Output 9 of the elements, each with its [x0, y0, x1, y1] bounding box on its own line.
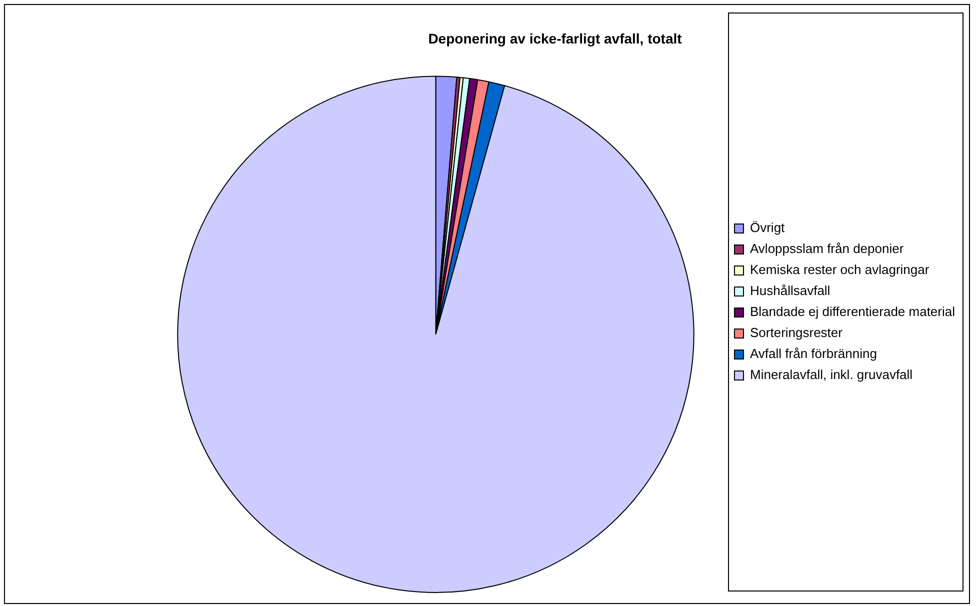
- legend-label: Blandade ej differentierade material: [750, 304, 956, 320]
- legend-label: Mineralavfall, inkl. gruvavfall: [750, 367, 913, 382]
- legend-label: Hushållsavfall: [750, 283, 830, 298]
- text: Deponering av icke-farligt avfall, totalt: [428, 30, 682, 46]
- legend-label: Sorteringsrester: [750, 325, 844, 340]
- legend-label: Kemiska rester och avlagringar: [750, 262, 930, 278]
- legend-label: Avloppsslam från deponier: [750, 241, 904, 256]
- legend-label: Övrigt: [750, 220, 786, 236]
- legend-label: Avfall från förbränning: [750, 346, 877, 362]
